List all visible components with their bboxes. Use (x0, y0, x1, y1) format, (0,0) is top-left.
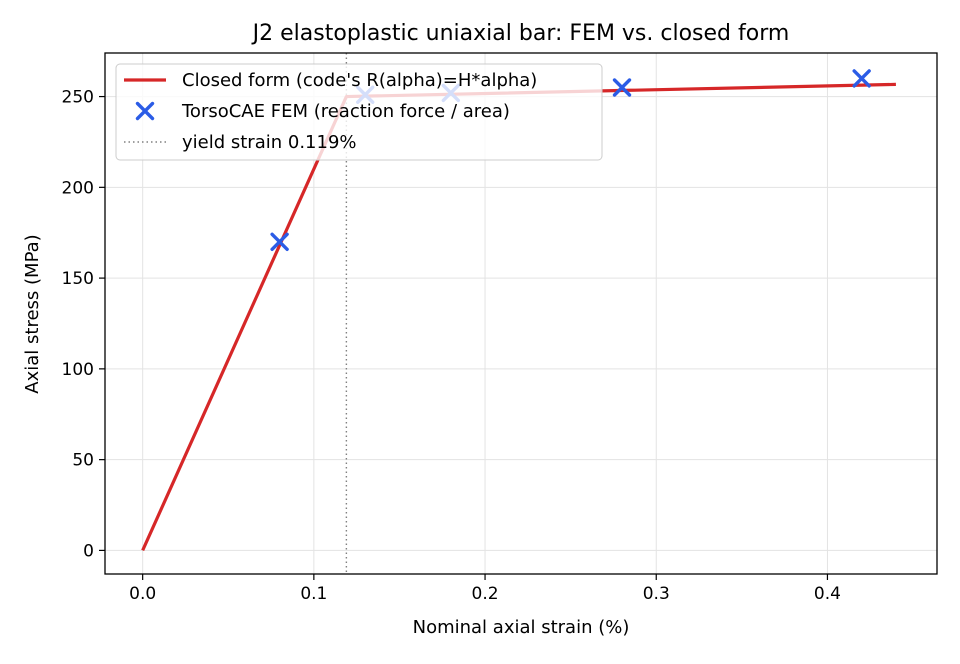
legend-label: Closed form (code's R(alpha)=H*alpha) (182, 70, 537, 91)
legend-box (115, 63, 603, 161)
fem-point (612, 78, 632, 97)
x-tick-label: 0.1 (300, 584, 327, 604)
y-tick-label: 150 (62, 269, 94, 289)
y-tick-label: 0 (83, 541, 94, 561)
x-tick-label: 0.3 (643, 584, 670, 604)
x-axis-label: Nominal axial strain (%) (413, 617, 630, 638)
legend-label: yield strain 0.119% (182, 132, 357, 153)
y-tick-label: 100 (62, 360, 94, 380)
x-tick-label: 0.4 (814, 584, 841, 604)
plot-frame (104, 52, 938, 575)
legend-swatch-fem (135, 101, 155, 121)
legend-label: TorsoCAE FEM (reaction force / area) (181, 101, 510, 122)
fem-point (852, 69, 871, 88)
chart-title: J2 elastoplastic uniaxial bar: FEM vs. c… (251, 21, 790, 46)
x-tick-label: 0.2 (472, 584, 499, 604)
y-tick-label: 50 (72, 451, 94, 471)
fem-point-stroke (612, 78, 632, 97)
y-tick-label: 200 (62, 178, 94, 198)
x-tick-label: 0.0 (129, 584, 156, 604)
y-axis-label: Axial stress (MPa) (22, 234, 43, 393)
fem-point-stroke (270, 232, 289, 251)
fem-point-stroke (852, 69, 871, 88)
axis-ticks: 0.0 0.1 0.2 0.3 0.4 0 50 100 150 200 250 (62, 88, 841, 604)
fem-point (270, 232, 289, 251)
legend: Closed form (code's R(alpha)=H*alpha) Tor… (115, 63, 603, 161)
legend-swatch-stroke (135, 101, 155, 121)
y-tick-label: 250 (62, 88, 94, 108)
